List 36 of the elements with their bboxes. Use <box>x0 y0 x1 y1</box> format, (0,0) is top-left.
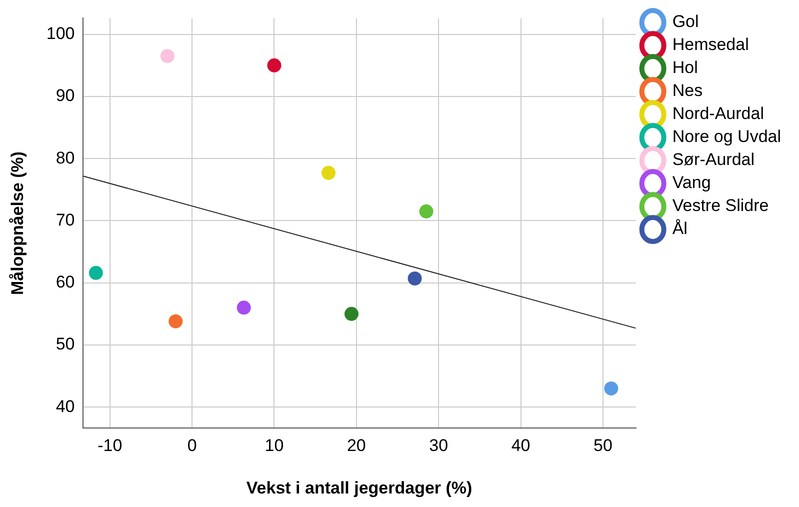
legend-label: Hemsedal <box>672 35 749 54</box>
x-tick-label: 50 <box>594 436 612 456</box>
point <box>88 266 103 280</box>
x-axis-title: Vekst i antall jegerdager (%) <box>246 478 472 498</box>
x-tick-label: 20 <box>346 436 366 456</box>
y-tick-label: 100 <box>46 24 75 44</box>
legend-label: Hol <box>672 58 698 78</box>
point <box>321 166 336 180</box>
y-tick-label: 60 <box>56 272 75 292</box>
x-tick-label: 0 <box>187 436 197 456</box>
legend-label: Vestre Slidre <box>672 196 769 216</box>
point <box>236 300 251 315</box>
legend-label: Sør-Aurdal <box>672 150 755 170</box>
y-tick-label: 80 <box>56 148 75 168</box>
legend-label: Ål <box>672 219 688 238</box>
point <box>419 204 434 218</box>
legend-label: Vang <box>672 173 711 192</box>
y-tick-label: 70 <box>56 210 75 230</box>
x-tick-label: -10 <box>98 436 122 456</box>
y-axis-title: Måloppnåelse (%) <box>8 151 27 295</box>
point <box>604 381 618 396</box>
legend-label: Nore og Uvdal <box>672 127 782 146</box>
point <box>267 58 282 72</box>
point <box>168 314 183 328</box>
legend-label: Nes <box>672 81 703 100</box>
legend-label: Nord-Aurdal <box>672 104 764 124</box>
x-tick-label: 10 <box>264 436 284 456</box>
y-tick-label: 90 <box>56 86 75 106</box>
y-tick-label: 50 <box>56 334 75 354</box>
point <box>408 271 422 286</box>
y-tick-label: 40 <box>56 396 75 416</box>
x-tick-label: 40 <box>511 436 530 456</box>
point <box>160 49 174 64</box>
legend-label: Gol <box>672 12 699 32</box>
point <box>344 306 358 321</box>
x-tick-label: 30 <box>429 436 448 456</box>
